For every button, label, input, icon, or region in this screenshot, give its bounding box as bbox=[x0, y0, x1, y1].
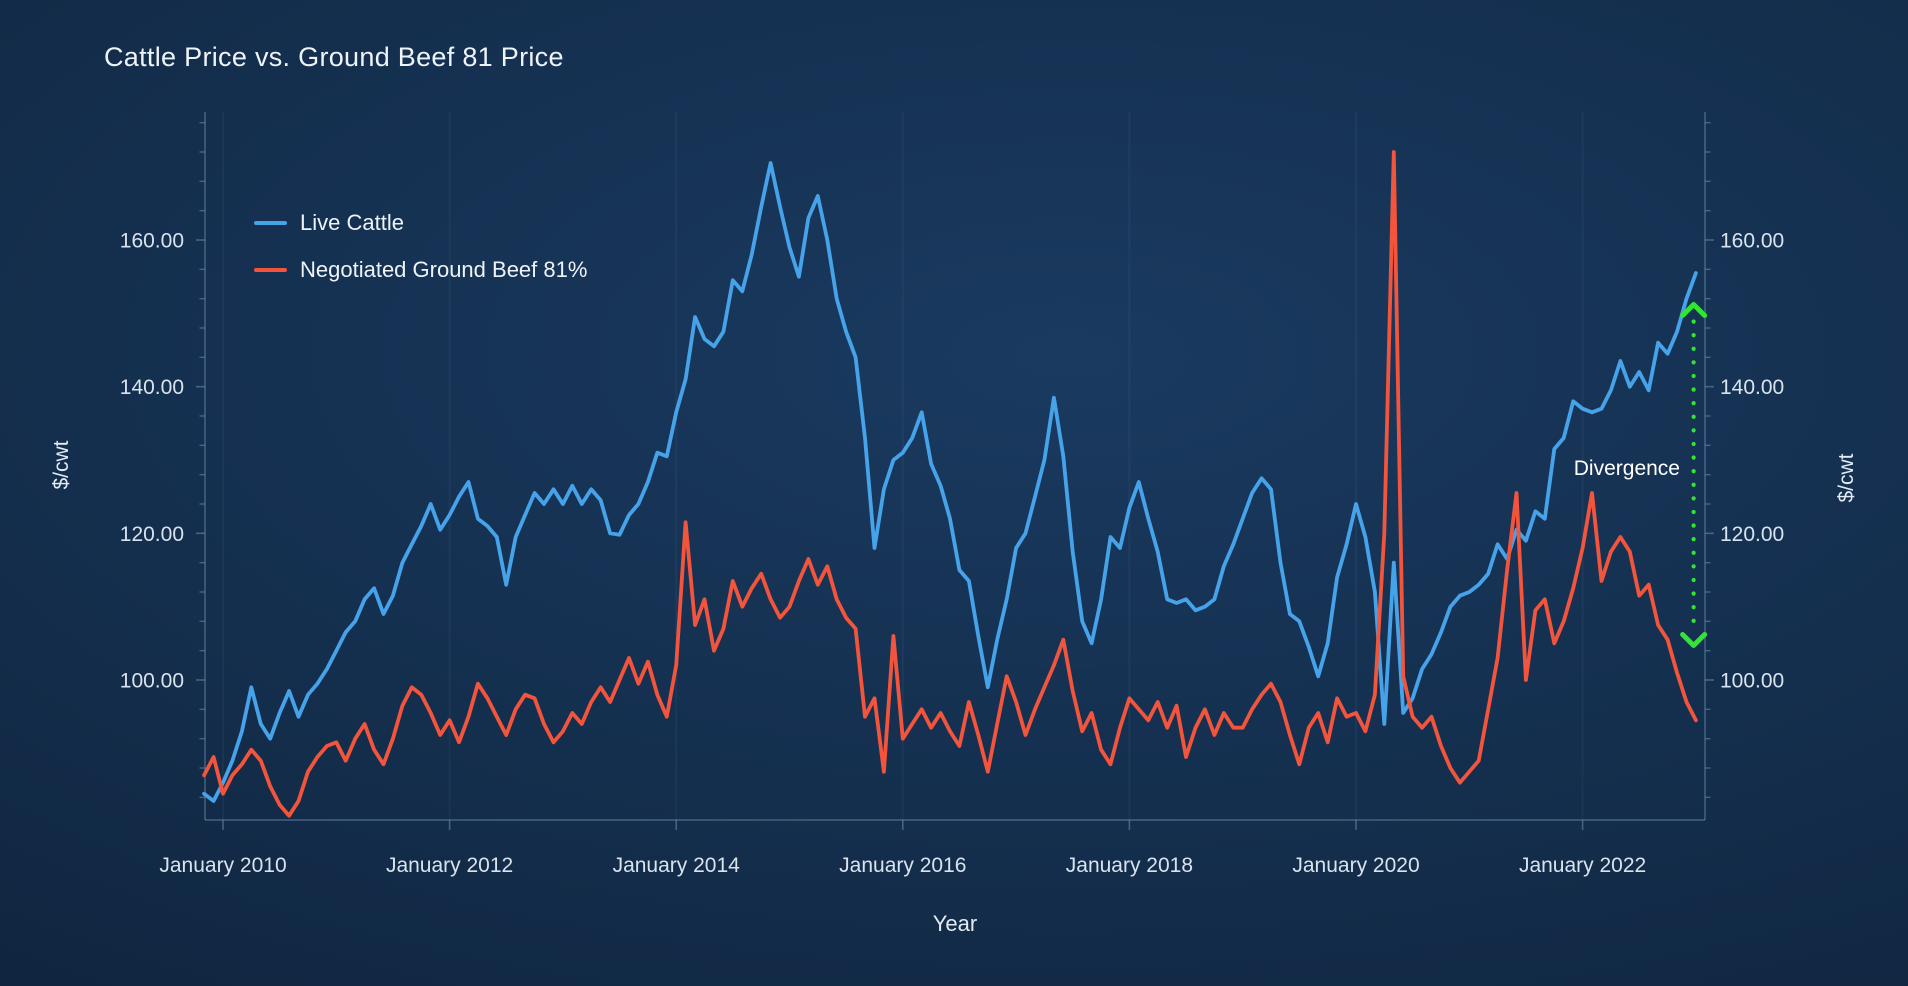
legend: Live Cattle Negotiated Ground Beef 81% bbox=[254, 210, 587, 283]
series-ground-beef bbox=[202, 150, 1698, 818]
divergence-label: Divergence bbox=[1573, 457, 1680, 480]
svg-text:January 2022: January 2022 bbox=[1519, 854, 1646, 877]
svg-text:140.00: 140.00 bbox=[1720, 376, 1784, 399]
legend-item-ground-beef[interactable]: Negotiated Ground Beef 81% bbox=[254, 257, 587, 283]
svg-text:120.00: 120.00 bbox=[120, 523, 184, 546]
series-live-cattle bbox=[202, 161, 1698, 803]
svg-text:January 2020: January 2020 bbox=[1292, 854, 1419, 877]
axis-lines bbox=[204, 112, 1706, 821]
svg-text:January 2010: January 2010 bbox=[159, 854, 286, 877]
svg-text:January 2012: January 2012 bbox=[386, 854, 513, 877]
gridlines bbox=[222, 112, 1584, 820]
chart-title: Cattle Price vs. Ground Beef 81 Price bbox=[104, 42, 564, 72]
svg-text:January 2014: January 2014 bbox=[613, 854, 741, 877]
svg-text:160.00: 160.00 bbox=[1720, 230, 1784, 253]
legend-label-ground-beef: Negotiated Ground Beef 81% bbox=[300, 257, 588, 282]
y-axis-right: 100.00 120.00 140.00 160.00 bbox=[1705, 121, 1784, 799]
legend-swatch-live-cattle bbox=[254, 220, 287, 226]
svg-text:160.00: 160.00 bbox=[120, 230, 184, 253]
svg-text:100.00: 100.00 bbox=[120, 670, 184, 693]
y-axis-title-left: $/cwt bbox=[50, 440, 73, 490]
y-axis-left: 100.00 120.00 140.00 160.00 bbox=[120, 121, 205, 799]
svg-text:January 2018: January 2018 bbox=[1066, 854, 1193, 877]
legend-item-live-cattle[interactable]: Live Cattle bbox=[254, 210, 587, 236]
legend-swatch-ground-beef bbox=[254, 267, 287, 273]
x-axis-title: Year bbox=[932, 911, 978, 936]
y-axis-title-right: $/cwt bbox=[1835, 453, 1858, 503]
svg-text:100.00: 100.00 bbox=[1720, 670, 1784, 693]
x-axis: January 2010 January 2012 January 2014 Janu… bbox=[159, 820, 1646, 877]
svg-text:140.00: 140.00 bbox=[120, 376, 184, 399]
divergence-arrow bbox=[1680, 302, 1708, 649]
svg-text:January 2016: January 2016 bbox=[839, 854, 966, 877]
svg-text:120.00: 120.00 bbox=[1720, 523, 1784, 546]
legend-label-live-cattle: Live Cattle bbox=[300, 210, 404, 235]
